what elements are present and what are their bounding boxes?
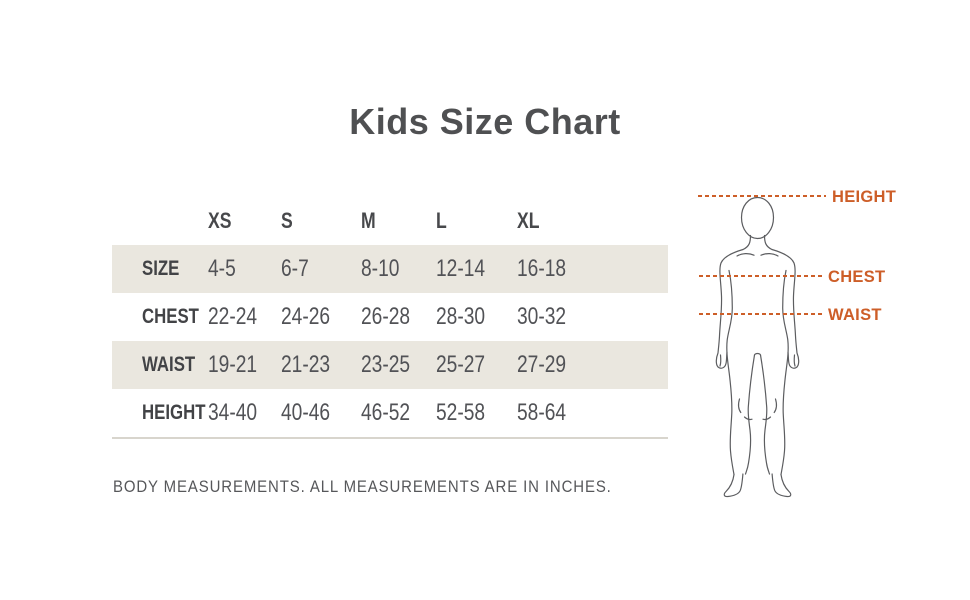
knee-mark-right-outer xyxy=(773,398,778,414)
table-cell: 12-14 xyxy=(436,255,517,283)
table-cell: 16-18 xyxy=(517,255,668,283)
row-label: WAIST xyxy=(112,353,208,377)
cell-value: 12-14 xyxy=(436,255,486,282)
body-head xyxy=(740,196,775,240)
row-label-text: HEIGHT xyxy=(142,401,206,424)
cell-value: 21-23 xyxy=(281,351,331,378)
table-cell: 19-21 xyxy=(208,351,281,379)
table-cell: 8-10 xyxy=(361,255,436,283)
cell-value: 4-5 xyxy=(208,255,236,282)
cell-value: 22-24 xyxy=(208,303,258,330)
table-cell: 25-27 xyxy=(436,351,517,379)
table-cell: 30-32 xyxy=(517,303,668,331)
measurement-overlays: HEIGHT CHEST WAIST xyxy=(698,188,896,324)
body-leg-inner-right xyxy=(759,354,771,475)
row-label: SIZE xyxy=(112,257,208,281)
cell-value: 16-18 xyxy=(517,255,567,282)
knee-mark-left-outer xyxy=(737,398,742,414)
row-label: HEIGHT xyxy=(112,401,208,425)
cell-value: 24-26 xyxy=(281,303,331,330)
table-cell: 27-29 xyxy=(517,351,668,379)
row-label-text: SIZE xyxy=(142,257,180,280)
table-cell: 34-40 xyxy=(208,399,281,427)
cell-value: 28-30 xyxy=(436,303,486,330)
size-chart-table: XS S M L XL SIZE 4-5 6-7 8-10 12-14 16-1… xyxy=(112,196,668,439)
body-foot-left xyxy=(723,473,744,498)
table-cell: 40-46 xyxy=(281,399,361,427)
measurements-note: BODY MEASUREMENTS. ALL MEASUREMENTS ARE … xyxy=(113,477,612,496)
table-header-row: XS S M L XL xyxy=(112,196,668,245)
row-label-text: CHEST xyxy=(142,305,199,328)
table-cell: 6-7 xyxy=(281,255,361,283)
table-cell: 4-5 xyxy=(208,255,281,283)
column-header-l: L xyxy=(436,208,517,234)
knee-mark-right-inner xyxy=(762,416,772,421)
cell-value: 40-46 xyxy=(281,399,331,426)
column-header-label: XL xyxy=(517,207,540,233)
column-header-s: S xyxy=(281,208,361,234)
cell-value: 52-58 xyxy=(436,399,486,426)
table-cell: 23-25 xyxy=(361,351,436,379)
knee-mark-left-inner xyxy=(743,416,753,421)
row-label: CHEST xyxy=(112,305,208,329)
body-crotch xyxy=(753,352,762,356)
table-cell: 46-52 xyxy=(361,399,436,427)
cell-value: 58-64 xyxy=(517,399,567,426)
body-neck-left xyxy=(742,234,752,251)
cell-value: 34-40 xyxy=(208,399,258,426)
column-header-label: M xyxy=(361,207,376,233)
height-label: HEIGHT xyxy=(832,188,896,206)
body-measurement-figure: HEIGHT CHEST WAIST xyxy=(698,188,896,498)
table-cell: 58-64 xyxy=(517,399,668,427)
table-cell: 26-28 xyxy=(361,303,436,331)
table-row-size: SIZE 4-5 6-7 8-10 12-14 16-18 xyxy=(112,245,668,293)
collarbone-right xyxy=(760,253,779,257)
column-header-xl: XL xyxy=(517,208,668,234)
cell-value: 8-10 xyxy=(361,255,400,282)
table-cell: 52-58 xyxy=(436,399,517,427)
cell-value: 27-29 xyxy=(517,351,567,378)
cell-value: 6-7 xyxy=(281,255,309,282)
cell-value: 25-27 xyxy=(436,351,486,378)
body-arm-left xyxy=(715,248,744,369)
body-outline xyxy=(715,196,800,498)
hand-finger-left xyxy=(719,354,722,367)
cell-value: 23-25 xyxy=(361,351,411,378)
cell-value: 19-21 xyxy=(208,351,258,378)
body-foot-right xyxy=(771,473,792,498)
table-cell: 28-30 xyxy=(436,303,517,331)
cell-value: 26-28 xyxy=(361,303,411,330)
body-arm-right xyxy=(771,248,800,369)
table-cell: 22-24 xyxy=(208,303,281,331)
column-header-xs: XS xyxy=(208,208,281,234)
body-leg-inner-left xyxy=(744,354,756,475)
row-label-text: WAIST xyxy=(142,353,196,376)
cell-value: 30-32 xyxy=(517,303,567,330)
table-row-height: HEIGHT 34-40 40-46 46-52 52-58 58-64 xyxy=(112,389,668,437)
column-header-label: L xyxy=(436,207,447,233)
hand-finger-right xyxy=(793,354,796,367)
body-torso-leg-right xyxy=(780,269,789,476)
body-torso-leg-left xyxy=(726,269,735,476)
page-title: Kids Size Chart xyxy=(349,101,621,142)
column-header-m: M xyxy=(361,208,436,234)
cell-value: 46-52 xyxy=(361,399,411,426)
table-row-waist: WAIST 19-21 21-23 23-25 25-27 27-29 xyxy=(112,341,668,389)
column-header-label: S xyxy=(281,207,293,233)
chest-label: CHEST xyxy=(828,268,885,286)
collarbone-left xyxy=(736,253,755,257)
table-cell: 21-23 xyxy=(281,351,361,379)
table-row-chest: CHEST 22-24 24-26 26-28 28-30 30-32 xyxy=(112,293,668,341)
waist-label: WAIST xyxy=(828,306,882,324)
table-cell: 24-26 xyxy=(281,303,361,331)
body-neck-right xyxy=(763,234,773,251)
column-header-label: XS xyxy=(208,207,232,233)
